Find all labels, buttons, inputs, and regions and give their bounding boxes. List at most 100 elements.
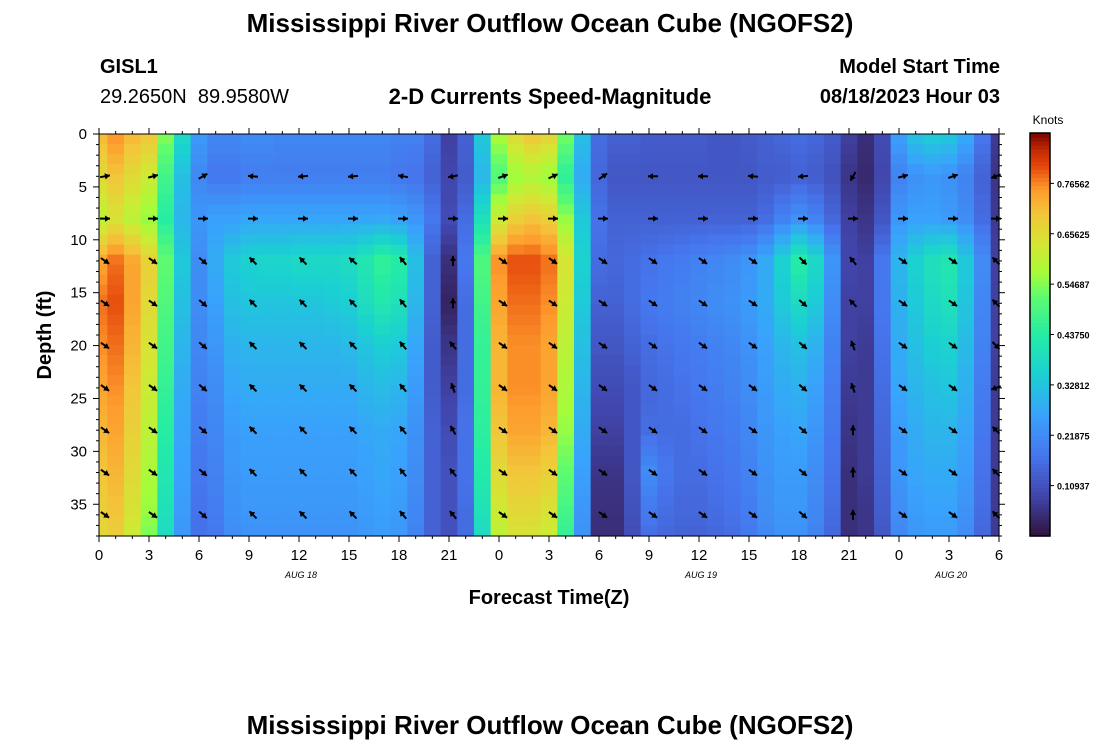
heatmap-cell: [774, 314, 783, 326]
current-vector-arrow: [850, 382, 856, 393]
heatmap-cell: [99, 264, 108, 276]
heatmap-cell: [165, 435, 175, 447]
heatmap-cell: [715, 485, 725, 497]
heatmap-cell: [240, 164, 250, 175]
heatmap-cell: [207, 144, 217, 155]
heatmap-cell: [532, 194, 542, 205]
heatmap-cell: [515, 355, 525, 366]
current-vector-arrow: [298, 468, 308, 477]
heatmap-cell: [424, 314, 433, 326]
colorbar-swatch: [1030, 427, 1050, 432]
heatmap-cell: [549, 164, 558, 175]
heatmap-cell: [382, 304, 392, 316]
heatmap-cell: [807, 445, 817, 457]
heatmap-cell: [490, 335, 500, 346]
heatmap-cell: [590, 174, 600, 185]
heatmap-cell: [682, 184, 692, 195]
heatmap-cell: [340, 254, 350, 266]
heatmap-cell: [157, 194, 167, 205]
heatmap-cell: [99, 294, 108, 306]
heatmap-cell: [374, 355, 383, 366]
heatmap-cell: [524, 405, 533, 416]
heatmap-cell: [149, 365, 158, 376]
heatmap-cell: [307, 284, 317, 296]
heatmap-cell: [974, 525, 983, 537]
heatmap-cell: [882, 254, 892, 266]
heatmap-cell: [424, 485, 433, 497]
heatmap-cell: [224, 254, 233, 266]
heatmap-cell: [857, 395, 867, 406]
heatmap-cell: [240, 345, 250, 356]
heatmap-cell: [865, 465, 875, 477]
heatmap-cell: [149, 194, 158, 205]
heatmap-cell: [857, 314, 867, 326]
heatmap-cell: [190, 355, 200, 366]
heatmap-cell: [674, 345, 683, 356]
heatmap-cell: [499, 365, 508, 376]
heatmap-cell: [657, 214, 667, 226]
heatmap-cell: [165, 304, 175, 316]
heatmap-cell: [457, 475, 467, 487]
heatmap-cell: [240, 274, 250, 286]
heatmap-cell: [707, 134, 717, 145]
heatmap-cell: [832, 154, 842, 165]
heatmap-cell: [574, 355, 583, 366]
heatmap-cell: [407, 294, 417, 306]
heatmap-cell: [790, 495, 800, 507]
heatmap-cell: [565, 164, 575, 175]
heatmap-cell: [632, 415, 642, 427]
heatmap-cell: [790, 304, 800, 316]
heatmap-cell: [949, 455, 958, 467]
heatmap-cell: [407, 345, 417, 356]
heatmap-cell: [324, 405, 333, 416]
heatmap-cell: [932, 234, 942, 246]
heatmap-cell: [307, 425, 317, 437]
heatmap-cell: [507, 254, 517, 266]
heatmap-cell: [782, 505, 792, 517]
heatmap-cell: [390, 154, 400, 165]
heatmap-cell: [232, 314, 242, 326]
heatmap-cell: [274, 395, 283, 406]
heatmap-cell: [940, 164, 950, 175]
heatmap-cell: [990, 415, 1000, 427]
heatmap-cell: [924, 485, 933, 497]
heatmap-cell: [940, 264, 950, 276]
heatmap-cell: [507, 204, 517, 215]
heatmap-cell: [149, 415, 158, 427]
heatmap-cell: [240, 204, 250, 215]
heatmap-cell: [107, 254, 117, 266]
date-label: AUG 18: [284, 570, 317, 580]
heatmap-cell: [524, 224, 533, 236]
heatmap-cell: [807, 274, 817, 286]
colorbar-swatch: [1030, 354, 1050, 360]
heatmap-cell: [315, 395, 325, 406]
heatmap-cell: [774, 435, 783, 447]
heatmap-cell: [107, 194, 117, 205]
heatmap-cell: [474, 515, 483, 527]
heatmap-cell: [640, 224, 650, 236]
heatmap-cell: [365, 264, 375, 276]
heatmap-cell: [607, 455, 617, 467]
heatmap-cell: [115, 435, 125, 447]
heatmap-cell: [857, 475, 867, 487]
current-vector-arrow: [449, 298, 457, 309]
heatmap-cell: [532, 385, 542, 396]
heatmap-cell: [824, 144, 833, 155]
heatmap-cell: [649, 204, 658, 215]
heatmap-cell: [807, 495, 817, 507]
heatmap-cell: [882, 395, 892, 406]
colorbar-swatch: [1030, 257, 1050, 263]
heatmap-cell: [124, 134, 133, 145]
heatmap-cell: [215, 515, 225, 527]
heatmap-cell: [582, 134, 592, 145]
heatmap-cell: [665, 184, 675, 195]
heatmap-cell: [865, 365, 875, 376]
heatmap-cell: [549, 365, 558, 376]
heatmap-cell: [590, 445, 600, 457]
heatmap-cell: [274, 294, 283, 306]
heatmap-cell: [824, 505, 833, 517]
heatmap-cell: [557, 214, 567, 226]
heatmap-cell: [340, 525, 350, 537]
heatmap-cell: [315, 244, 325, 256]
heatmap-cell: [690, 365, 700, 376]
